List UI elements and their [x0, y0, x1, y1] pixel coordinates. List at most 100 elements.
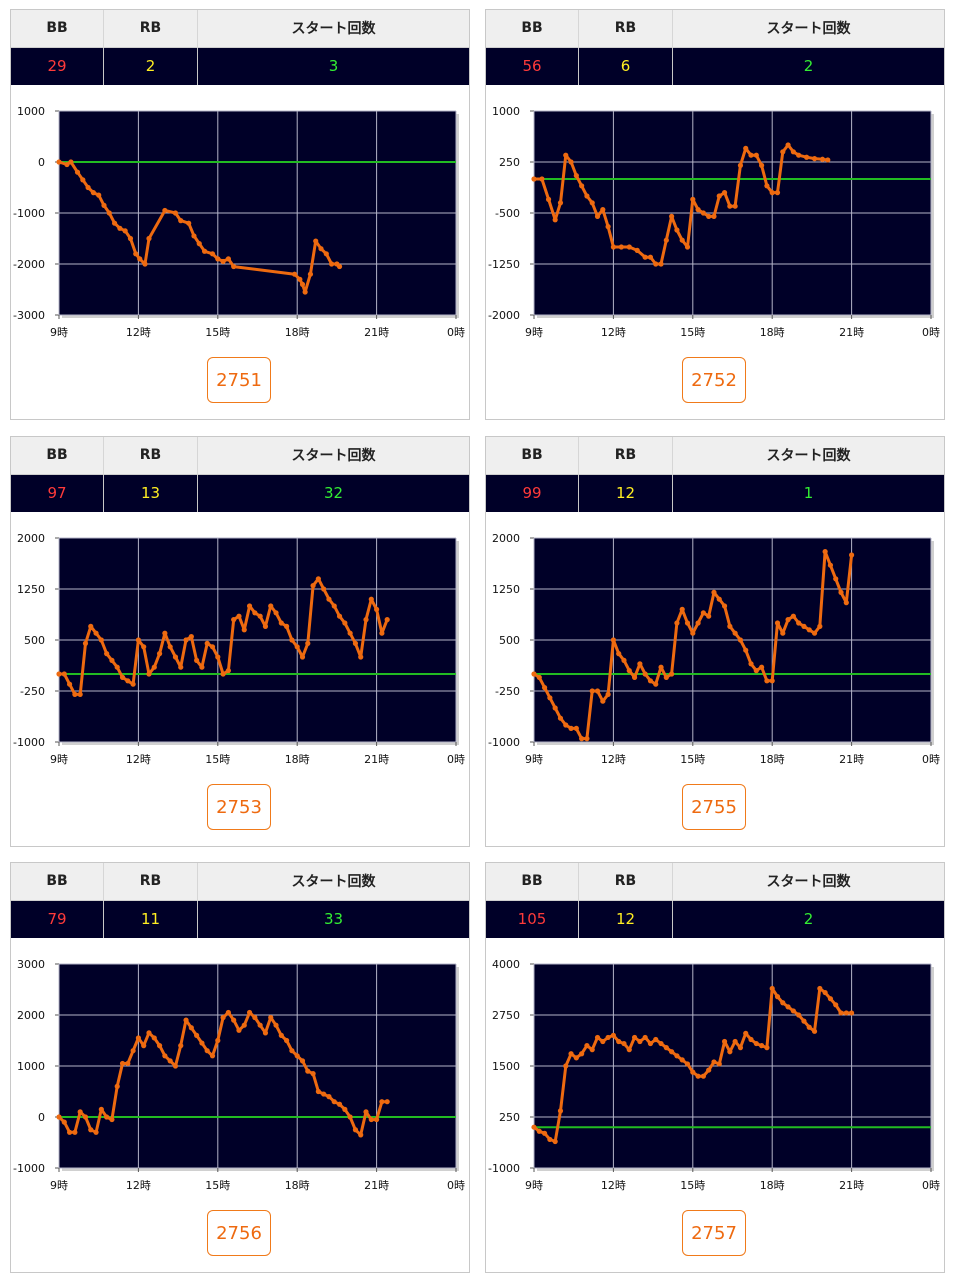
data-point [536, 674, 542, 680]
data-point [547, 1136, 553, 1143]
y-tick-label: -1000 [13, 736, 45, 749]
data-point [162, 207, 168, 214]
data-point [695, 207, 701, 213]
data-point [843, 600, 849, 606]
stats-value-row: 97 13 32 [11, 473, 469, 512]
data-point [336, 263, 343, 270]
data-point [331, 1099, 337, 1105]
machine-card: BB RB スタート回数 99 12 1 2000 1250 500 -250 -1000 9時 12時… [485, 436, 945, 847]
data-point [236, 1027, 242, 1033]
data-point [647, 1040, 654, 1047]
data-point [573, 725, 579, 731]
data-point [135, 637, 141, 643]
y-tick-label: -500 [495, 207, 520, 220]
data-point [695, 1073, 701, 1079]
data-point [743, 647, 749, 653]
data-point [790, 1008, 796, 1014]
data-point [552, 705, 558, 711]
x-tick-label: 21時 [364, 326, 389, 339]
machine-card: BB RB スタート回数 79 11 33 3000 2000 1000 0 -1000 9時 12時 1… [10, 862, 470, 1273]
data-point [323, 251, 329, 257]
data-point [104, 651, 110, 657]
data-point [172, 210, 179, 216]
data-point [669, 213, 675, 219]
data-point [732, 1038, 738, 1045]
stats-value-row: 105 12 2 [486, 899, 944, 938]
payout-line-chart: 2000 1250 500 -250 -1000 9時 12時 15時 18時 21時 0時 [488, 532, 940, 766]
data-point [759, 664, 765, 670]
data-point [130, 1048, 136, 1054]
y-tick-label: 1000 [17, 105, 45, 118]
data-point [541, 1130, 548, 1136]
data-point [141, 644, 147, 650]
data-point [679, 1057, 685, 1063]
data-point [299, 654, 306, 660]
data-point [589, 688, 595, 694]
data-point [191, 233, 197, 239]
y-tick-label: -250 [495, 685, 520, 698]
rb-header: RB [103, 437, 198, 474]
data-point [721, 190, 728, 196]
data-point [732, 630, 738, 636]
data-point [178, 218, 184, 224]
data-point [780, 630, 786, 636]
payout-line-chart: 1000 250 -500 -1250 -2000 9時 12時 15時 18時 21時 0時 [488, 105, 940, 339]
y-tick-label: 2000 [17, 532, 45, 545]
stats-header-row: BB RB スタート回数 [11, 10, 469, 47]
data-point [531, 176, 537, 182]
data-point [268, 603, 274, 609]
x-tick-label: 9時 [50, 326, 68, 339]
data-point [700, 1073, 706, 1079]
data-point [811, 156, 818, 162]
data-point [111, 220, 118, 226]
data-point [684, 1061, 691, 1067]
data-point [531, 1124, 537, 1130]
data-point [98, 1106, 104, 1112]
data-point [315, 576, 321, 582]
data-point [137, 256, 143, 262]
payout-line-chart: 1000 0 -1000 -2000 -3000 9時 12時 15時 18時 21時 0時 [13, 105, 465, 339]
machine-number-button[interactable]: 2752 [682, 357, 746, 403]
data-point [706, 213, 712, 219]
stats-header-row: BB RB スタート回数 [486, 10, 944, 47]
data-point [721, 1038, 728, 1045]
data-point [700, 610, 706, 616]
machine-card: BB RB スタート回数 29 2 3 1000 0 -1000 -2000 -3000 9時 12時 1… [10, 9, 470, 420]
data-point [77, 1109, 83, 1115]
data-point [748, 152, 754, 158]
data-point [297, 276, 303, 282]
data-point [785, 617, 791, 623]
data-point [162, 1053, 168, 1059]
machine-number-button[interactable]: 2753 [207, 784, 271, 830]
data-point [318, 246, 324, 252]
data-point [748, 661, 754, 667]
data-point [822, 549, 828, 555]
machine-number-button[interactable]: 2757 [682, 1210, 746, 1256]
machine-number-button[interactable]: 2751 [207, 357, 271, 403]
data-point [336, 613, 343, 619]
data-point [119, 674, 126, 680]
data-point [93, 630, 99, 636]
x-tick-label: 18時 [285, 1179, 310, 1192]
x-tick-label: 18時 [760, 1179, 785, 1192]
rb-count: 2 [103, 46, 198, 85]
data-point [342, 620, 348, 626]
y-tick-label: 0 [38, 1111, 45, 1124]
machine-number-button[interactable]: 2755 [682, 784, 746, 830]
data-point [653, 681, 659, 687]
data-point [727, 623, 733, 629]
machine-number-button[interactable]: 2756 [207, 1210, 271, 1256]
data-point [616, 1038, 622, 1045]
data-point [690, 1069, 696, 1075]
data-point [183, 1017, 189, 1023]
bb-header: BB [486, 10, 579, 47]
x-tick-label: 12時 [601, 326, 626, 339]
data-point [88, 1127, 94, 1133]
data-point [669, 671, 675, 677]
x-tick-label: 9時 [525, 1179, 543, 1192]
data-point [764, 183, 770, 189]
data-point [299, 1058, 306, 1064]
data-point [358, 654, 364, 660]
data-point [653, 261, 659, 267]
y-tick-label: -3000 [13, 309, 45, 322]
